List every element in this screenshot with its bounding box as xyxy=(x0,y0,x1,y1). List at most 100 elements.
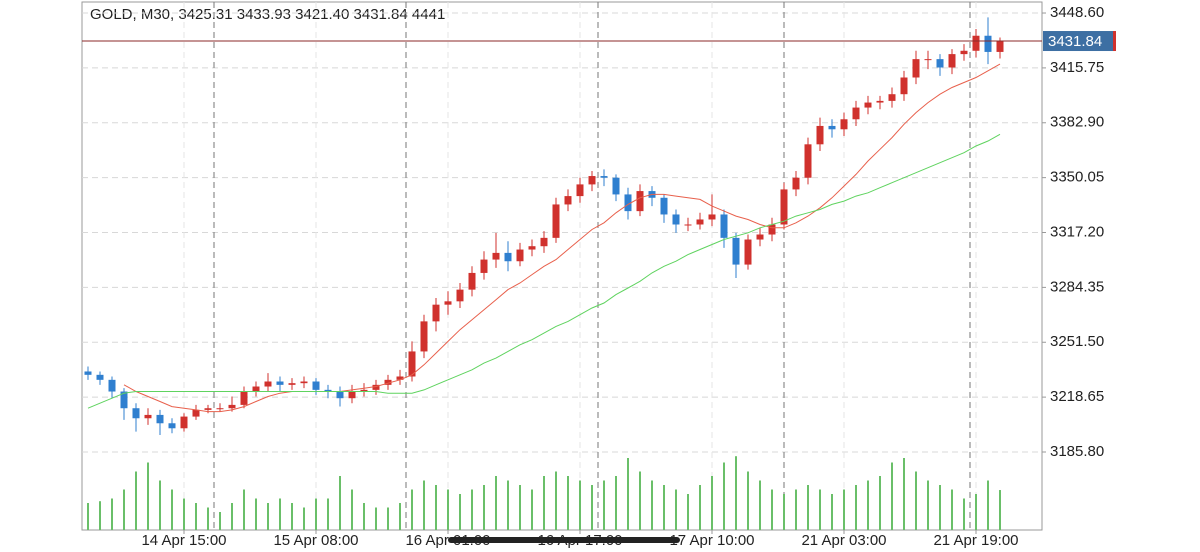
candle-body xyxy=(636,191,644,212)
candle-body xyxy=(516,249,524,262)
candle-body xyxy=(756,234,764,240)
candle-body xyxy=(432,304,440,322)
x-tick-label: 14 Apr 15:00 xyxy=(141,532,226,549)
candle-body xyxy=(600,176,608,178)
volume-bar xyxy=(423,480,425,530)
candle-body xyxy=(396,376,404,380)
volume-bar xyxy=(519,485,521,530)
volume-bar xyxy=(699,485,701,530)
y-tick-label: 3185.80 xyxy=(1050,443,1104,460)
volume-bar xyxy=(471,489,473,530)
y-tick-label: 3350.05 xyxy=(1050,169,1104,186)
candle-body xyxy=(816,125,824,145)
candle-body xyxy=(612,177,620,195)
volume-bar xyxy=(111,498,113,530)
candle-body xyxy=(240,391,248,405)
candle-body xyxy=(468,272,476,290)
candle-body xyxy=(864,102,872,108)
volume-bar xyxy=(207,507,209,530)
x-tick-label: 16 Apr 01:00 xyxy=(405,532,490,549)
candle-body xyxy=(660,197,668,215)
candle-body xyxy=(804,144,812,178)
volume-bar xyxy=(891,462,893,530)
volume-bar xyxy=(411,489,413,530)
candle-body xyxy=(264,381,272,387)
volume-bar xyxy=(915,471,917,530)
volume-bar xyxy=(663,485,665,530)
x-tick-label: 16 Apr 17:00 xyxy=(537,532,622,549)
volume-bar xyxy=(579,480,581,530)
y-tick-label: 3382.90 xyxy=(1050,114,1104,131)
volume-bar xyxy=(627,458,629,530)
volume-bar xyxy=(159,480,161,530)
volume-bar xyxy=(771,489,773,530)
volume-bar xyxy=(651,480,653,530)
volume-bar xyxy=(507,480,509,530)
y-tick-label: 3251.50 xyxy=(1050,333,1104,350)
candle-body xyxy=(420,321,428,352)
volume-bar xyxy=(687,494,689,530)
last-price-marker xyxy=(1113,31,1116,52)
volume-bar xyxy=(675,489,677,530)
candle-body xyxy=(360,389,368,392)
y-tick-label: 3448.60 xyxy=(1050,4,1104,21)
candle-body xyxy=(912,59,920,78)
volume-bar xyxy=(375,507,377,530)
volume-bar xyxy=(939,485,941,530)
candle-body xyxy=(384,379,392,385)
candle-body xyxy=(768,224,776,235)
volume-bar xyxy=(819,489,821,530)
candle-body xyxy=(456,289,464,302)
volume-bar xyxy=(447,489,449,530)
volume-bar xyxy=(135,471,137,530)
candle-body xyxy=(252,386,260,392)
candle-body xyxy=(96,374,104,380)
candle-body xyxy=(576,184,584,197)
candle-body xyxy=(300,381,308,384)
candle-body xyxy=(552,204,560,238)
candle-body xyxy=(348,391,356,399)
volume-bar xyxy=(867,480,869,530)
volume-bar xyxy=(99,501,101,530)
volume-bar xyxy=(831,494,833,530)
volume-bar xyxy=(591,485,593,530)
candle-body xyxy=(972,35,980,51)
x-tick-label: 21 Apr 19:00 xyxy=(933,532,1018,549)
volume-bar xyxy=(327,498,329,530)
candle-body xyxy=(936,59,944,68)
volume-bar xyxy=(567,476,569,530)
volume-bar xyxy=(243,489,245,530)
volume-bar xyxy=(975,494,977,530)
candle-body xyxy=(480,259,488,273)
volume-bar xyxy=(387,507,389,530)
volume-bar xyxy=(747,471,749,530)
candle-body xyxy=(720,214,728,238)
scrollbar[interactable] xyxy=(448,537,680,543)
volume-bar xyxy=(843,489,845,530)
candle-body xyxy=(216,408,224,410)
volume-bar xyxy=(735,456,737,530)
candle-body xyxy=(132,408,140,419)
volume-bar xyxy=(711,476,713,530)
volume-bar xyxy=(291,503,293,530)
candle-body xyxy=(288,383,296,385)
volume-bar xyxy=(963,498,965,530)
candle-body xyxy=(708,214,716,220)
volume-bar xyxy=(927,480,929,530)
volume-bar xyxy=(219,512,221,530)
volume-bar xyxy=(279,498,281,530)
candle-body xyxy=(276,381,284,385)
candle-body xyxy=(156,414,164,424)
candle-body xyxy=(924,59,932,61)
volume-bar xyxy=(435,485,437,530)
x-tick-label: 21 Apr 03:00 xyxy=(801,532,886,549)
candle-body xyxy=(444,301,452,305)
candle-body xyxy=(84,371,92,375)
volume-bar xyxy=(231,503,233,530)
y-tick-label: 3415.75 xyxy=(1050,59,1104,76)
candle-body xyxy=(744,239,752,265)
volume-bar xyxy=(363,503,365,530)
candle-body xyxy=(312,381,320,390)
candle-body xyxy=(852,107,860,120)
candle-body xyxy=(324,389,332,392)
